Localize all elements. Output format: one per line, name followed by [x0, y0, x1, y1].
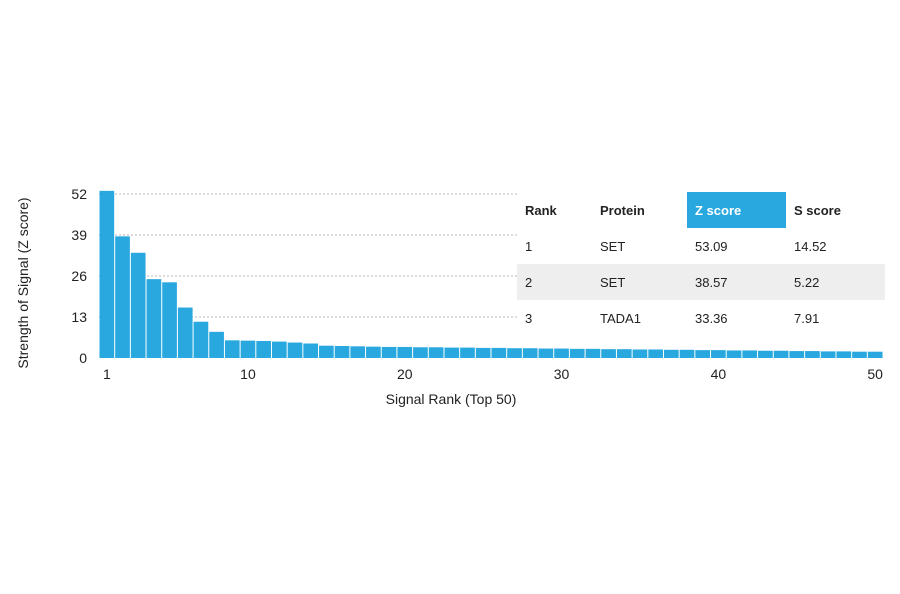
table-row [517, 264, 885, 300]
y-tick-label: 52 [71, 186, 87, 202]
y-tick-label: 39 [71, 227, 87, 243]
bar-rank-6 [177, 307, 193, 358]
x-tick-label: 1 [103, 366, 111, 382]
bar-rank-45 [789, 351, 805, 358]
bar-rank-35 [632, 349, 648, 358]
bar-rank-8 [209, 331, 224, 358]
y-tick-label: 0 [79, 350, 87, 366]
table-cell: SET [600, 275, 625, 290]
table-row [517, 300, 885, 336]
bar-rank-7 [193, 321, 209, 358]
bar-rank-21 [413, 347, 428, 358]
table-cell: 38.57 [695, 275, 728, 290]
bar-rank-38 [679, 349, 695, 358]
bar-rank-10 [240, 340, 256, 358]
bar-rank-23 [444, 347, 460, 358]
bar-rank-29 [538, 348, 554, 358]
x-tick-label: 20 [397, 366, 413, 382]
bar-rank-33 [601, 349, 616, 358]
bar-rank-27 [507, 348, 522, 358]
bar-rank-30 [554, 348, 569, 358]
table-cell: 5.22 [794, 275, 819, 290]
table-cell: TADA1 [600, 311, 641, 326]
x-axis-title: Signal Rank (Top 50) [386, 391, 517, 407]
bar-rank-25 [475, 347, 491, 358]
bar-rank-50 [867, 351, 883, 358]
table-column-header: S score [794, 203, 841, 218]
table-column-header: Rank [525, 203, 558, 218]
bar-rank-42 [742, 350, 758, 358]
bar-rank-44 [773, 350, 789, 358]
bar-rank-13 [287, 342, 303, 358]
table-cell: 33.36 [695, 311, 728, 326]
bar-series [99, 190, 883, 358]
bar-rank-26 [491, 347, 507, 358]
top-signals-table: Rank Protein Z score S score 1 SET 53.09 14.52 2… [517, 192, 885, 336]
bar-rank-37 [663, 349, 679, 358]
bar-rank-18 [366, 346, 381, 358]
bar-rank-14 [303, 343, 319, 358]
bar-rank-16 [334, 346, 350, 358]
bar-rank-46 [805, 351, 820, 358]
table-cell: 14.52 [794, 239, 827, 254]
bar-rank-12 [271, 341, 287, 358]
bar-rank-24 [460, 347, 475, 358]
table-cell: 1 [525, 239, 532, 254]
bar-rank-41 [726, 350, 742, 358]
x-tick-label: 30 [554, 366, 570, 382]
bar-rank-19 [381, 346, 397, 358]
bar-rank-39 [695, 350, 711, 358]
table-column-header: Protein [600, 203, 645, 218]
bar-rank-32 [585, 348, 601, 358]
table-column-header: Z score [695, 203, 741, 218]
bar-rank-22 [428, 347, 444, 358]
bar-rank-34 [616, 349, 632, 358]
x-tick-label: 10 [240, 366, 256, 382]
bar-rank-17 [350, 346, 366, 358]
bar-rank-4 [146, 279, 162, 358]
bar-rank-49 [852, 351, 867, 358]
bar-rank-36 [648, 349, 663, 358]
bar-rank-28 [522, 348, 538, 358]
bar-rank-1 [99, 190, 115, 358]
y-tick-label: 26 [71, 268, 87, 284]
bar-rank-47 [820, 351, 836, 358]
table-cell: SET [600, 239, 625, 254]
bar-rank-20 [397, 346, 413, 358]
bar-rank-43 [758, 350, 773, 358]
bar-rank-40 [711, 350, 726, 358]
x-tick-label: 50 [867, 366, 883, 382]
table-cell: 2 [525, 275, 532, 290]
bar-rank-15 [319, 345, 334, 358]
bar-rank-11 [256, 340, 271, 358]
table-cell: 53.09 [695, 239, 728, 254]
table-cell: 7.91 [794, 311, 819, 326]
bar-rank-9 [224, 340, 240, 358]
table-cell: 3 [525, 311, 532, 326]
bar-rank-5 [162, 282, 177, 358]
bar-rank-31 [569, 348, 585, 358]
table-row [517, 228, 885, 264]
table-header-highlight [687, 192, 786, 228]
x-tick-label: 40 [711, 366, 727, 382]
bar-rank-2 [115, 236, 130, 358]
bar-rank-3 [130, 252, 146, 358]
y-axis-ticks: 0 13 26 39 52 [71, 186, 87, 366]
x-axis-ticks: 1 10 20 30 40 50 [103, 366, 883, 382]
y-tick-label: 13 [71, 309, 87, 325]
y-axis-title: Strength of Signal (Z score) [15, 197, 31, 368]
bar-rank-48 [836, 351, 852, 358]
